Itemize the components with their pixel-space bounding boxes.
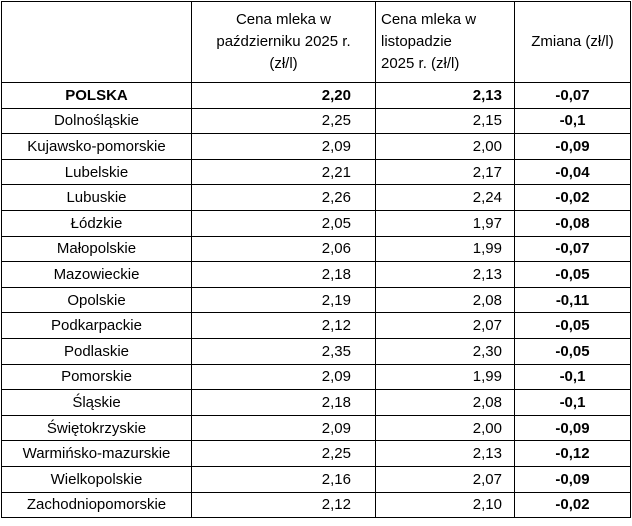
change-cell: -0,04 xyxy=(514,158,631,186)
region-cell: Świętokrzyskie xyxy=(1,414,192,442)
october-price-cell: 2,35 xyxy=(191,337,376,365)
table-row: Zachodniopomorskie 2,12 2,10 -0,02 xyxy=(1,491,631,519)
november-price-cell: 2,13 xyxy=(375,440,515,467)
november-price-cell: 2,00 xyxy=(375,414,515,442)
november-price-cell: 2,07 xyxy=(375,312,515,339)
table-row: Opolskie 2,19 2,08 -0,11 xyxy=(1,286,631,314)
region-cell: Kujawsko-pomorskie xyxy=(1,133,192,160)
table-row: Małopolskie 2,06 1,99 -0,07 xyxy=(1,235,631,263)
header-november-price: Cena mleka w listopadzie 2025 r. (zł/l) xyxy=(375,1,515,83)
table-body: POLSKA 2,20 2,13 -0,07 Dolnośląskie 2,25 2,15-… xyxy=(1,82,631,519)
november-price-cell: 2,17 xyxy=(375,158,515,186)
change-cell: -0,12 xyxy=(514,440,631,467)
november-price-cell: 1,99 xyxy=(375,363,515,391)
region-cell: Łódzkie xyxy=(1,209,192,237)
region-cell: Podlaskie xyxy=(1,337,192,365)
region-cell: Lubelskie xyxy=(1,158,192,186)
table-row: Podlaskie 2,35 2,30 -0,05 xyxy=(1,337,631,365)
change-cell: -0,02 xyxy=(514,491,631,519)
change-cell: -0,09 xyxy=(514,133,631,160)
november-price-cell: 2,07 xyxy=(375,465,515,493)
table-row: POLSKA 2,20 2,13 -0,07 xyxy=(1,82,631,109)
october-price-cell: 2,25 xyxy=(191,107,376,135)
october-price-cell: 2,12 xyxy=(191,491,376,519)
table-row: Wielkopolskie 2,16 2,07 -0,09 xyxy=(1,465,631,493)
region-cell: Mazowieckie xyxy=(1,261,192,288)
table-row: Dolnośląskie 2,25 2,15 -0,1 xyxy=(1,107,631,135)
october-price-cell: 2,25 xyxy=(191,440,376,467)
change-cell: -0,1 xyxy=(514,363,631,391)
october-price-cell: 2,09 xyxy=(191,414,376,442)
region-cell: Wielkopolskie xyxy=(1,465,192,493)
table-row: Kujawsko-pomorskie 2,09 2,00 -0,09 xyxy=(1,133,631,160)
october-price-cell: 2,26 xyxy=(191,184,376,211)
region-cell: Podkarpackie xyxy=(1,312,192,339)
table-row: Warmińsko-mazurskie 2,25 2,13 -0,12 xyxy=(1,440,631,467)
october-price-cell: 2,20 xyxy=(191,82,376,109)
change-cell: -0,02 xyxy=(514,184,631,211)
header-change: Zmiana (zł/l) xyxy=(514,1,631,83)
change-cell: -0,07 xyxy=(514,82,631,109)
october-price-cell: 2,21 xyxy=(191,158,376,186)
november-price-cell: 2,24 xyxy=(375,184,515,211)
change-cell: -0,09 xyxy=(514,414,631,442)
region-cell: Dolnośląskie xyxy=(1,107,192,135)
header-row: Cena mleka w październiku 2025 r. (zł/l)… xyxy=(1,1,631,83)
region-cell: Lubuskie xyxy=(1,184,192,211)
change-cell: -0,09 xyxy=(514,465,631,493)
november-price-cell: 2,08 xyxy=(375,389,515,416)
november-price-cell: 1,97 xyxy=(375,209,515,237)
table-row: Lubuskie 2,26 2,24 -0,02 xyxy=(1,184,631,211)
table-row: Śląskie 2,18 2,08 -0,1 xyxy=(1,389,631,416)
october-price-cell: 2,18 xyxy=(191,261,376,288)
change-cell: -0,1 xyxy=(514,389,631,416)
change-cell: -0,05 xyxy=(514,312,631,339)
header-region xyxy=(1,1,192,83)
region-cell: Zachodniopomorskie xyxy=(1,491,192,519)
november-price-cell: 2,00 xyxy=(375,133,515,160)
november-price-cell: 2,30 xyxy=(375,337,515,365)
november-price-cell: 2,13 xyxy=(375,261,515,288)
region-cell: Pomorskie xyxy=(1,363,192,391)
change-cell: -0,05 xyxy=(514,261,631,288)
region-cell: Małopolskie xyxy=(1,235,192,263)
change-cell: -0,05 xyxy=(514,337,631,365)
table-row: Świętokrzyskie 2,09 2,00 -0,09 xyxy=(1,414,631,442)
november-price-cell: 2,08 xyxy=(375,286,515,314)
november-price-cell: 2,15 xyxy=(375,107,515,135)
october-price-cell: 2,19 xyxy=(191,286,376,314)
change-cell: -0,1 xyxy=(514,107,631,135)
october-price-cell: 2,18 xyxy=(191,389,376,416)
october-price-cell: 2,06 xyxy=(191,235,376,263)
october-price-cell: 2,09 xyxy=(191,133,376,160)
november-price-cell: 2,13 xyxy=(375,82,515,109)
change-cell: -0,08 xyxy=(514,209,631,237)
october-price-cell: 2,16 xyxy=(191,465,376,493)
table-row: Łódzkie 2,05 1,97 -0,08 xyxy=(1,209,631,237)
change-cell: -0,11 xyxy=(514,286,631,314)
region-cell: POLSKA xyxy=(1,82,192,109)
region-cell: Warmińsko-mazurskie xyxy=(1,440,192,467)
october-price-cell: 2,05 xyxy=(191,209,376,237)
table-row: Lubelskie 2,21 2,17 -0,04 xyxy=(1,158,631,186)
october-price-cell: 2,12 xyxy=(191,312,376,339)
table-row: Mazowieckie 2,18 2,13 -0,05 xyxy=(1,261,631,288)
header-october-price: Cena mleka w październiku 2025 r. (zł/l) xyxy=(191,1,376,83)
table-row: Podkarpackie 2,12 2,07 -0,05 xyxy=(1,312,631,339)
table-row: Pomorskie 2,09 1,99 -0,1 xyxy=(1,363,631,391)
change-cell: -0,07 xyxy=(514,235,631,263)
region-cell: Opolskie xyxy=(1,286,192,314)
region-cell: Śląskie xyxy=(1,389,192,416)
october-price-cell: 2,09 xyxy=(191,363,376,391)
november-price-cell: 2,10 xyxy=(375,491,515,519)
november-price-cell: 1,99 xyxy=(375,235,515,263)
